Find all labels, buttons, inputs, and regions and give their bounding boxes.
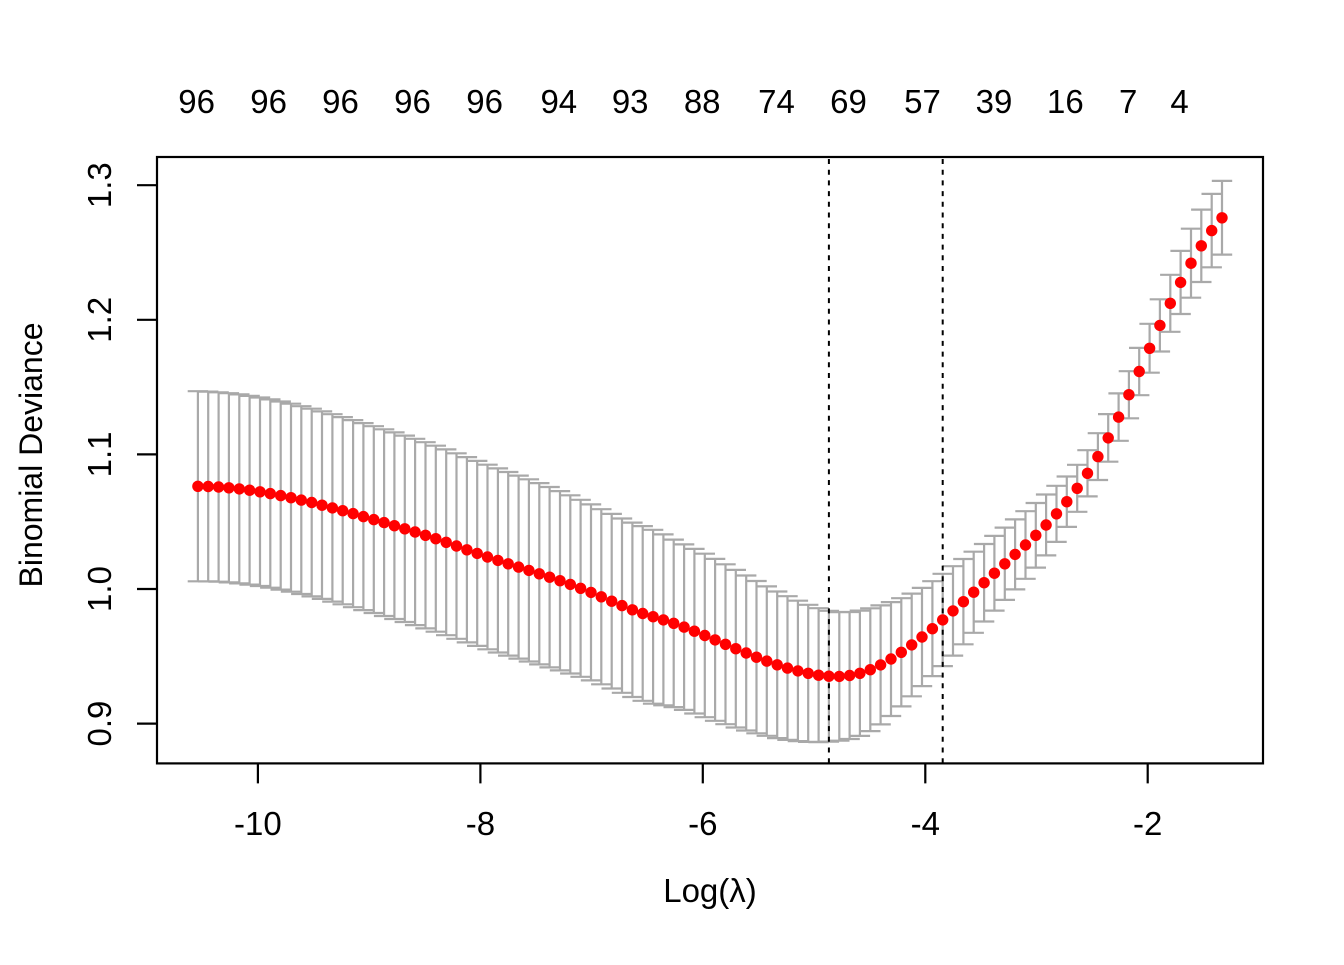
svg-text:16: 16	[1047, 83, 1084, 120]
svg-text:96: 96	[322, 83, 359, 120]
svg-text:94: 94	[540, 83, 577, 120]
svg-text:4: 4	[1170, 83, 1188, 120]
svg-text:57: 57	[904, 83, 941, 120]
svg-text:96: 96	[178, 83, 215, 120]
svg-text:-10: -10	[234, 805, 282, 842]
svg-text:39: 39	[976, 83, 1013, 120]
svg-text:96: 96	[394, 83, 431, 120]
svg-text:1.0: 1.0	[81, 566, 118, 612]
svg-text:-8: -8	[466, 805, 495, 842]
svg-text:1.2: 1.2	[81, 297, 118, 343]
svg-text:-4: -4	[911, 805, 940, 842]
svg-text:7: 7	[1119, 83, 1137, 120]
svg-text:69: 69	[830, 83, 867, 120]
svg-text:1.3: 1.3	[81, 162, 118, 208]
svg-text:74: 74	[758, 83, 795, 120]
svg-text:93: 93	[612, 83, 649, 120]
svg-text:-2: -2	[1133, 805, 1162, 842]
svg-text:96: 96	[466, 83, 503, 120]
svg-text:96: 96	[250, 83, 287, 120]
svg-text:Log(λ): Log(λ)	[663, 872, 757, 909]
svg-text:0.9: 0.9	[81, 701, 118, 747]
svg-text:88: 88	[684, 83, 721, 120]
svg-text:1.1: 1.1	[81, 431, 118, 477]
svg-text:Binomial Deviance: Binomial Deviance	[13, 322, 49, 587]
svg-text:-6: -6	[688, 805, 717, 842]
